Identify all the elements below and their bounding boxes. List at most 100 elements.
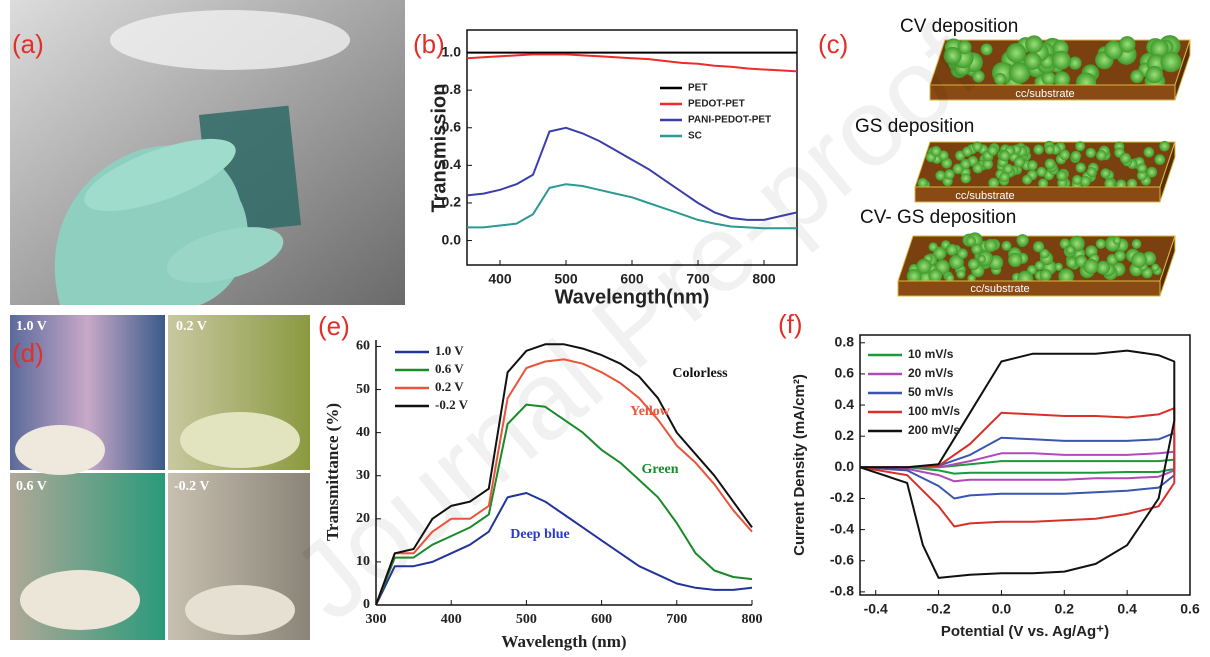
- x-tick-label: 500: [516, 612, 537, 627]
- particle: [1083, 258, 1099, 275]
- y-tick-label: 0.0: [442, 231, 462, 247]
- legend-label: 100 mV/s: [908, 404, 960, 418]
- particle: [956, 269, 966, 279]
- particle: [957, 40, 972, 55]
- particle: [1126, 178, 1138, 189]
- particle: [965, 235, 976, 247]
- particle: [962, 146, 973, 157]
- particle: [957, 248, 968, 259]
- y-tick-label: 0.8: [442, 81, 462, 97]
- particle: [980, 43, 993, 56]
- x-tick-label: 500: [554, 271, 578, 287]
- y-tick-label: -0.4: [830, 520, 854, 536]
- particle: [987, 145, 998, 156]
- y-tick-label: 0.2: [835, 427, 855, 443]
- particle: [1032, 241, 1045, 253]
- slab-front: [929, 84, 1176, 101]
- particle: [1136, 163, 1147, 174]
- photo-label: 1.0 V: [16, 319, 47, 334]
- series-line: [467, 183, 797, 230]
- y-axis-title: Current Density (mA/cm²): [791, 374, 808, 556]
- panel-label: (f): [778, 309, 803, 339]
- particle: [1119, 36, 1136, 53]
- photo-label: -0.2 V: [174, 479, 210, 494]
- series-line: [859, 349, 1176, 579]
- schematic-title: GS deposition: [855, 116, 974, 137]
- particle: [917, 177, 928, 189]
- particle: [906, 269, 922, 284]
- x-tick-label: 400: [488, 271, 512, 287]
- x-axis-title: Potential (V vs. Ag/Ag⁺): [941, 623, 1109, 640]
- y-tick-label: 50: [356, 382, 370, 397]
- particle: [1022, 174, 1033, 185]
- particle: [1002, 163, 1014, 175]
- particle: [1041, 71, 1056, 86]
- x-axis-title: Wavelength(nm): [555, 286, 710, 308]
- schematic-title: CV- GS deposition: [860, 207, 1016, 228]
- substrate-label: cc/substrate: [1015, 88, 1074, 100]
- particle: [1039, 269, 1052, 282]
- x-tick-label: 400: [441, 612, 462, 627]
- panel-label: (c): [818, 29, 848, 59]
- legend-label: 200 mV/s: [908, 423, 960, 437]
- x-tick-label: -0.2: [927, 601, 951, 617]
- chart: 400 500 600 700 800 0.0 0.2 0.4 0.6 0.8 1.0 PET PEDO…: [428, 29, 798, 308]
- panel-label: (b): [413, 29, 445, 59]
- particle: [946, 243, 958, 256]
- particle: [984, 238, 998, 253]
- annotation: Green: [641, 462, 678, 477]
- particle: [1027, 160, 1038, 171]
- annotation: Colorless: [672, 366, 728, 381]
- particle: [1075, 141, 1086, 152]
- schematic: [897, 35, 1191, 297]
- particle: [1145, 65, 1164, 84]
- photo-label: 0.2 V: [176, 319, 207, 334]
- substrate-label: cc/substrate: [955, 190, 1014, 202]
- particle: [972, 141, 983, 152]
- particle: [1154, 154, 1166, 165]
- photos-d: [10, 315, 310, 640]
- slab-front: [914, 186, 1161, 203]
- y-tick-label: -0.2: [830, 489, 854, 505]
- y-tick-label: -0.8: [830, 583, 854, 599]
- y-tick-label: 20: [356, 511, 370, 526]
- x-axis-title: Wavelength (nm): [501, 632, 626, 651]
- particle: [1079, 175, 1091, 187]
- particle: [988, 177, 1000, 189]
- particle: [1066, 256, 1078, 269]
- particle: [1014, 156, 1025, 168]
- particle: [1038, 178, 1049, 189]
- chart: 300 400 500 600 700 800 0 10 20 30 40 50 60 1.0 V 0.6 …: [323, 339, 763, 651]
- series-line: [859, 407, 1176, 528]
- legend-label: PEDOT-PET: [688, 99, 745, 110]
- particle: [1008, 62, 1031, 84]
- particle: [916, 258, 932, 274]
- particle: [930, 145, 942, 157]
- y-tick-label: 0.2: [442, 194, 462, 210]
- particle: [1143, 146, 1155, 158]
- particle: [1112, 236, 1122, 245]
- slab-front: [897, 280, 1161, 297]
- x-tick-label: 700: [686, 271, 710, 287]
- series-line: [859, 432, 1176, 500]
- legend-label: 20 mV/s: [908, 366, 954, 380]
- x-tick-label: -0.4: [864, 601, 888, 617]
- particle: [1131, 239, 1142, 249]
- plot-frame: [859, 334, 1191, 596]
- x-tick-label: 0.0: [992, 601, 1012, 617]
- particle: [972, 162, 984, 174]
- x-tick-label: 0.4: [1117, 601, 1137, 617]
- particle: [982, 158, 994, 170]
- particle: [1044, 144, 1055, 155]
- particle: [944, 169, 955, 180]
- y-axis-title: Transmittance (%): [323, 403, 342, 541]
- y-axis-title: Transmission: [428, 84, 450, 213]
- panel-label: (d): [12, 338, 44, 368]
- particle: [1056, 170, 1068, 181]
- particle: [1065, 245, 1076, 255]
- panel-label: (a): [12, 29, 44, 59]
- y-tick-label: 0.4: [835, 396, 855, 412]
- y-tick-label: -0.6: [830, 551, 854, 567]
- particle: [1085, 147, 1096, 158]
